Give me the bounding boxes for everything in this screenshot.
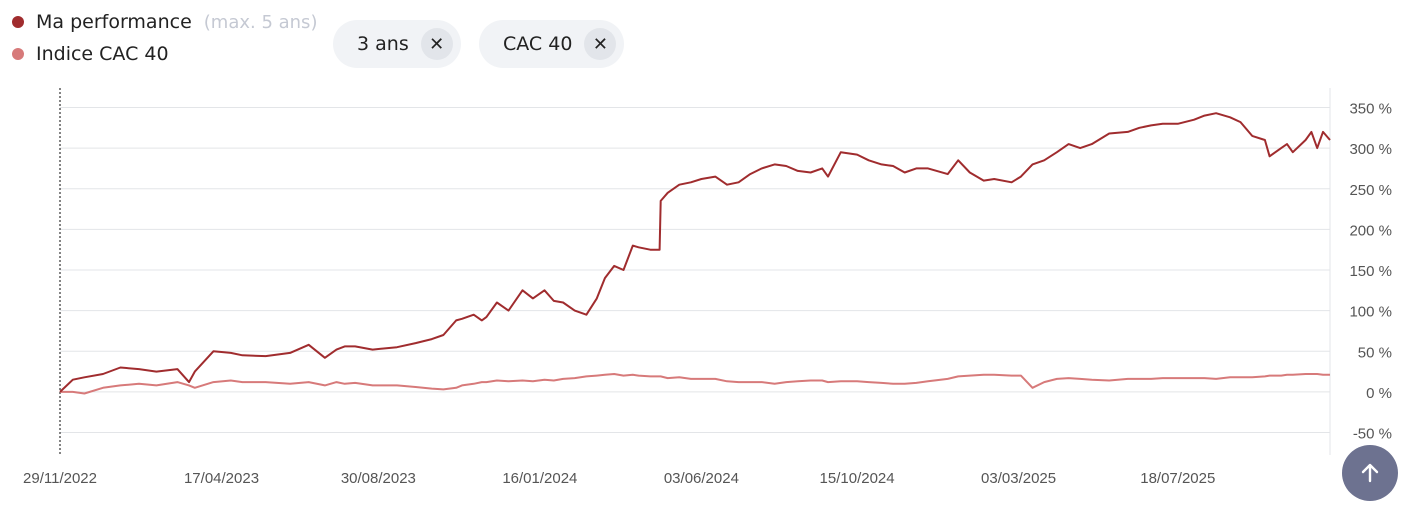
- chart-legend: Ma performance (max. 5 ans) Indice CAC 4…: [12, 6, 317, 70]
- x-axis-labels: 29/11/2022 17/04/2023 30/08/2023 16/01/2024…: [23, 470, 1215, 487]
- legend-note-max-years: (max. 5 ans): [203, 11, 318, 33]
- arrow-up-icon: [1361, 463, 1379, 483]
- legend-item-performance[interactable]: Ma performance (max. 5 ans): [12, 6, 317, 38]
- x-tick-label: 03/06/2024: [664, 470, 739, 487]
- legend-dot-index: [12, 48, 24, 60]
- y-tick-label: -50 %: [1353, 426, 1392, 443]
- y-tick-label: 350 %: [1349, 101, 1392, 118]
- y-tick-label: 250 %: [1349, 182, 1392, 199]
- x-tick-label: 17/04/2023: [184, 470, 259, 487]
- filter-chip-period-label: 3 ans: [357, 33, 409, 55]
- series-line-performance: [59, 112, 1331, 393]
- y-axis-labels: 350 % 300 % 250 % 200 % 150 % 100 % 50 % 0 % -50…: [1349, 101, 1392, 443]
- legend-label-index: Indice CAC 40: [36, 43, 169, 65]
- x-tick-label: 15/10/2024: [820, 470, 895, 487]
- close-icon[interactable]: ✕: [420, 28, 453, 60]
- series-line-cac40: [60, 373, 1330, 395]
- filter-chip-index-label: CAC 40: [503, 33, 573, 55]
- legend-dot-performance: [12, 16, 24, 28]
- legend-label-performance: Ma performance: [36, 11, 192, 33]
- filter-chip-index: CAC 40 ✕: [479, 20, 625, 68]
- y-tick-label: 300 %: [1349, 141, 1392, 158]
- y-tick-label: 0 %: [1366, 385, 1392, 402]
- legend-item-index[interactable]: Indice CAC 40: [12, 38, 317, 70]
- grid-lines: [60, 88, 1331, 455]
- x-tick-label: 18/07/2025: [1140, 470, 1215, 487]
- x-tick-label: 30/08/2023: [341, 470, 416, 487]
- y-tick-label: 50 %: [1358, 344, 1392, 361]
- y-tick-label: 100 %: [1349, 304, 1392, 321]
- series-lines: [59, 112, 1331, 395]
- x-tick-label: 16/01/2024: [502, 470, 577, 487]
- x-tick-label: 03/03/2025: [981, 470, 1056, 487]
- y-tick-label: 150 %: [1349, 263, 1392, 280]
- x-tick-label: 29/11/2022: [23, 470, 97, 487]
- scroll-top-button[interactable]: [1342, 445, 1398, 501]
- close-icon[interactable]: ✕: [584, 28, 617, 60]
- y-tick-label: 200 %: [1349, 222, 1392, 239]
- filter-chip-period: 3 ans ✕: [333, 20, 461, 68]
